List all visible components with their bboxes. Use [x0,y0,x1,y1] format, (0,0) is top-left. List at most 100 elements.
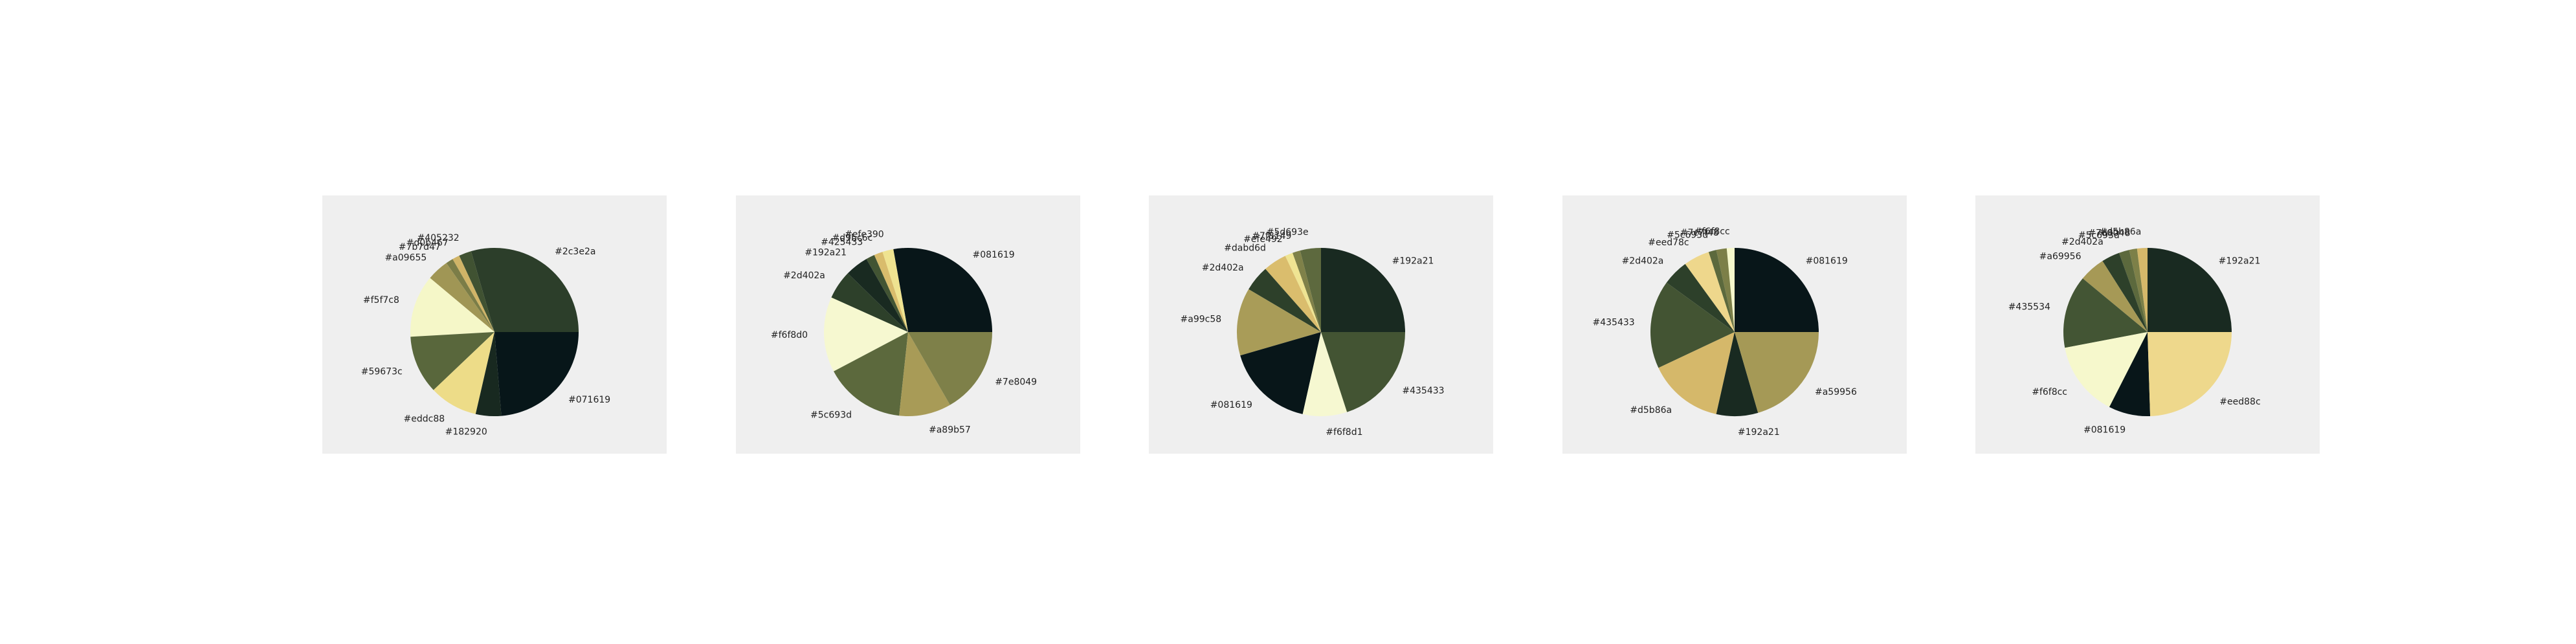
pie-slice-label: #d9bc6c [832,233,872,243]
pie-slice [1292,250,1321,332]
pie-slice-label: #7e8049 [995,377,1037,388]
pie-slice [430,263,494,332]
pie-slice [1658,332,1735,414]
pie-slice [2102,252,2148,332]
pie-slice [908,332,992,405]
pie-slice-label: #d5b86a [2099,227,2141,237]
pie-slice [1265,256,1321,332]
pie-slice-label: #081619 [1210,400,1252,410]
pie-slice-label: #192a21 [805,247,847,258]
pie-slice-label: #192a21 [2219,256,2261,266]
pie-slice-label: #7b7d47 [399,242,441,252]
pie-slice-label: #5d693e [1267,227,1309,238]
pie-slice-label: #435534 [2008,302,2050,313]
pie-slice [410,278,494,337]
pie-slice [831,273,908,332]
pie-slice-label: #efe492 [1243,234,1283,245]
pie-slice [1735,248,1819,332]
pie-slice [471,247,579,332]
pie-chart-3: #192a21 #5d693e#7f8149#efe492#dabd6d #2d40… [1181,227,1445,438]
pie-slice [475,332,502,417]
pie-slice [1708,250,1735,332]
pie-chart-panel-1: #2c3e2a #405232 #d0b467 #7b7d47 #a09655 #f5f7… [322,195,667,454]
pie-slice-label: #f6f8cc [1694,227,1730,237]
pie-slice [2118,250,2148,332]
pie-slice-label: #2d402a [2061,237,2104,247]
pie-slice [1236,289,1321,356]
pie-slice [1321,332,1405,412]
pie-slice-label: #a59956 [1815,387,1857,397]
pie-slice-label: #59673c [361,367,403,377]
pie-slice-label: #071619 [568,395,610,405]
pie-slice [1716,248,1735,332]
pie-slice [433,332,494,414]
pie-slice [1726,248,1735,332]
pie-slice-label: #f5f7c8 [363,295,399,305]
pie-slice [1716,332,1759,417]
pie-slice [1240,332,1321,414]
pie-slice-label: #d5b86a [1630,405,1672,416]
pie-slice [2148,248,2232,332]
pie-slice [1735,332,1819,413]
pie-slice-label: #f6f8cc [2032,387,2067,397]
pie-slice [893,248,992,332]
pie-slice-label: #d0b467 [406,238,449,248]
pie-slice-label: #182920 [445,427,487,438]
pie-slice-label: #efe390 [845,230,884,240]
pie-slice-label: #081619 [2083,425,2126,435]
pie-slice-label: #435433 [1402,386,1444,396]
pie-slice-label: #2d402a [1202,263,1244,273]
pie-slice-label: #081619 [973,250,1015,260]
pie-slice-label: #5c693d [810,410,852,420]
pie-slice-label: #dabd6d [1224,243,1266,253]
pie-slice [494,332,579,416]
pie-slice [847,259,908,332]
pie-slice-label: #f6f8d0 [771,330,808,340]
pie-slice [1666,263,1735,332]
pie-slice [446,259,494,332]
pie-slice [1300,248,1321,332]
pie-slice [2065,332,2148,407]
pie-slice-label: #eed78c [1648,238,1689,248]
pie-slice [824,297,908,372]
pie-slice-label: #435433 [1593,317,1635,328]
pie-slice-label: #a09655 [384,253,427,263]
pie-chart-1: #2c3e2a #405232#d0b467#7b7d47#a09655 #f5f7… [361,233,610,438]
pie-slice [2109,332,2151,417]
pie-slice [2148,332,2232,416]
pie-slice [1285,252,1321,332]
pie-slice-label: #2d402a [783,271,825,281]
pie-slice-label: #5c693d [1667,230,1708,241]
pie-slice [874,252,908,332]
pie-slice-label: #eddc88 [404,414,445,425]
pie-slice-label: #eed88c [2219,397,2260,407]
pie-chart-panel-4: #081619 #f6f8cc #7c7f48 #5c693d #eed78c #2d40… [1562,195,1907,454]
pie-slice [1249,269,1321,332]
pie-chart-4: #081619 #f6f8cc#7c7f48#5c693d#eed78c #2d40… [1593,227,1857,438]
pie-slice [1321,248,1405,332]
pie-slice-label: #7c7f48 [1680,228,1719,238]
pie-chart-panel-3: #192a21 #5d693e #7f8149 #efe492 #dabd6d #2d40… [1149,195,1493,454]
pie-slice-label: #192a21 [1392,256,1434,266]
pie-chart-panel-5: #192a21 #d5b86a #7d8048 #5c693d #2d402a #a699… [1975,195,2320,454]
pie-slice-label: #5c693d [2078,230,2120,241]
pie-slice-label: #f6f8d1 [1326,427,1362,438]
pie-slice [410,332,494,390]
pie-slice [2129,249,2148,332]
pie-chart-panel-2: #081619 #efe390 #d9bc6c #425433 #192a21 #2d40… [736,195,1080,454]
pie-slice [834,332,908,416]
pie-slice [459,251,494,332]
pie-slice [1685,252,1735,332]
pie-slice [866,254,908,332]
pie-slice-label: #2d402a [1622,256,1664,266]
pie-slice-label: #081619 [1806,256,1848,266]
pie-slice-label: #425433 [821,238,863,248]
pie-slice-label: #a69956 [2039,252,2082,262]
pie-slice-label: #405232 [417,233,460,243]
pie-chart-5: #192a21 #d5b86a#7d8048#5c693d#2d402a #a699… [2008,227,2261,435]
pie-slice [452,256,494,332]
pie-slice [2063,278,2148,348]
pie-slice [2137,248,2148,332]
pie-slice-label: #a89b57 [929,425,971,436]
pie-slice [2082,261,2148,332]
